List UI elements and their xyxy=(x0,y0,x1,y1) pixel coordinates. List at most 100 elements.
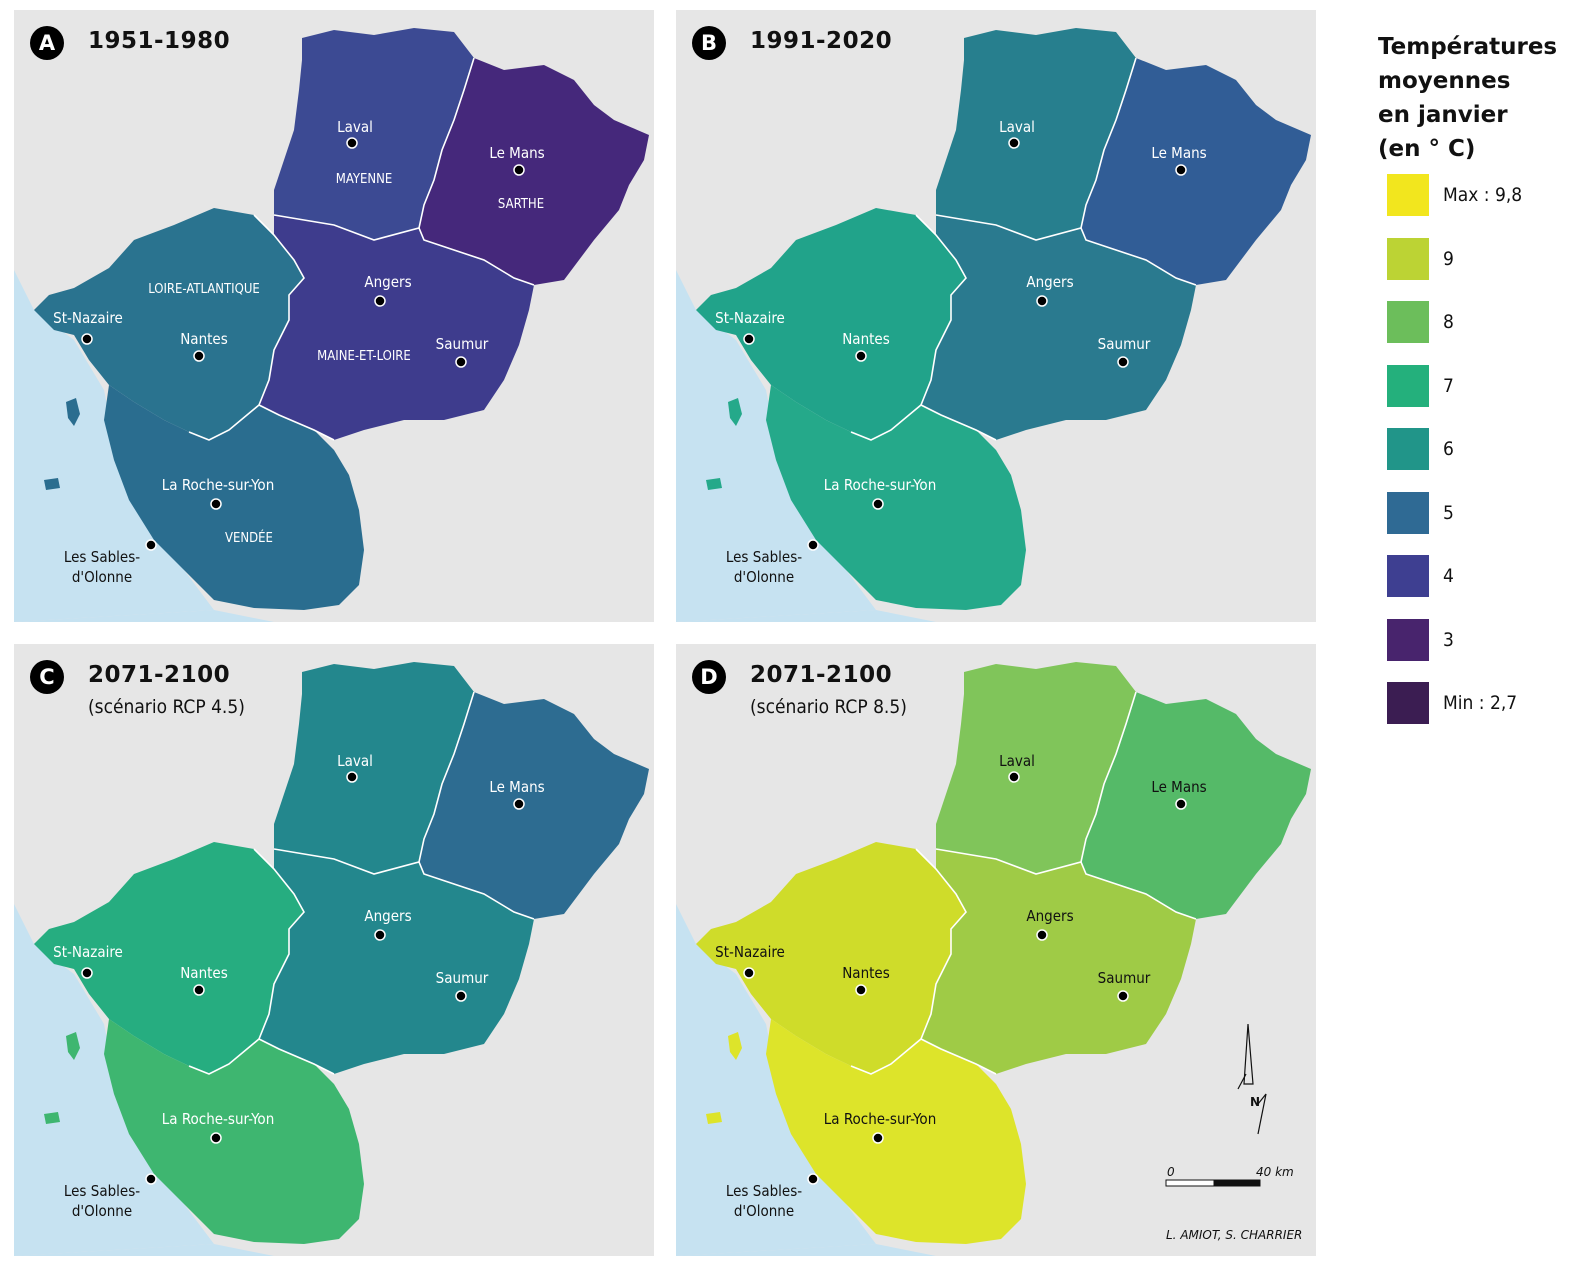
city-dot-les-sables-d-olonne xyxy=(807,1173,819,1185)
city-dot-la-roche-sur-yon xyxy=(210,498,222,510)
city-label: Le Mans xyxy=(489,144,544,162)
city-label: Les Sables- xyxy=(64,548,140,566)
city-dot-la-roche-sur-yon xyxy=(872,498,884,510)
city-dot-les-sables-d-olonne xyxy=(145,539,157,551)
city-dot-saumur xyxy=(1117,990,1129,1002)
dept-maine-et-loire xyxy=(259,215,534,440)
region-map: Laval Le Mans Angers Saumur St-Nazaire N… xyxy=(676,28,1311,622)
scale-start-label: 0 xyxy=(1167,1165,1175,1179)
city-label: Saumur xyxy=(1098,969,1151,987)
legend-swatch xyxy=(1387,682,1429,724)
cities: Laval Le Mans Angers Saumur St-Nazaire N… xyxy=(53,118,545,586)
dept-loire-atlantique xyxy=(696,842,966,1074)
panel-title: 2071-2100 xyxy=(88,662,231,688)
dept-loire-atlantique xyxy=(696,208,966,440)
dept-vendee xyxy=(104,385,364,610)
scale-bar: 0 40 km xyxy=(1165,1165,1294,1187)
dept-vendee xyxy=(766,1019,1026,1244)
dept-mayenne xyxy=(274,662,474,874)
island xyxy=(706,1112,722,1124)
dept-vendee xyxy=(766,385,1026,610)
panel-letter-badge: A xyxy=(30,26,64,60)
legend-title-line: Températures xyxy=(1378,34,1558,60)
city-dot-saumur xyxy=(455,356,467,368)
dept-loire-atlantique xyxy=(34,208,304,440)
city-dot-saumur xyxy=(1117,356,1129,368)
legend-title-line: (en ° C) xyxy=(1378,136,1476,162)
city-label: Les Sables- xyxy=(64,1182,140,1200)
city-label: d'Olonne xyxy=(72,568,132,586)
map-panel-a: LOIRE-ATLANTIQUE MAYENNE SARTHE MAINE-ET… xyxy=(14,10,654,622)
legend-swatch xyxy=(1387,364,1429,407)
city-dot-laval xyxy=(1008,137,1020,149)
panel-letter-badge: D xyxy=(692,660,726,694)
legend-title: Températures moyennes en janvier (en ° C… xyxy=(1378,30,1557,166)
legend-label: 4 xyxy=(1443,565,1454,587)
island xyxy=(66,1032,80,1060)
panel-letter-badge: C xyxy=(30,660,64,694)
region-map: Laval Le Mans Angers Saumur St-Nazaire N… xyxy=(14,662,649,1256)
dept-sarthe xyxy=(419,58,649,285)
city-dot-st-nazaire xyxy=(81,333,93,345)
dept-mayenne xyxy=(936,662,1136,874)
city-dot-les-sables-d-olonne xyxy=(807,539,819,551)
legend-swatch xyxy=(1387,237,1429,280)
panel-title: 1991-2020 xyxy=(750,28,893,54)
dept-label: VENDÉE xyxy=(225,530,273,546)
scale-end-label: 40 km xyxy=(1256,1165,1294,1179)
city-label: Laval xyxy=(999,118,1035,136)
dept-sarthe xyxy=(1081,692,1311,919)
city-label: Angers xyxy=(1026,273,1073,291)
legend-swatch xyxy=(1387,428,1429,470)
panel-subtitle: (scénario RCP 4.5) xyxy=(88,696,245,718)
city-label: Angers xyxy=(364,907,411,925)
sea xyxy=(676,610,936,622)
legend-label: 3 xyxy=(1443,628,1454,651)
city-label: Le Mans xyxy=(489,778,544,796)
legend-swatch xyxy=(1387,301,1429,343)
city-dot-la-roche-sur-yon xyxy=(210,1132,222,1144)
city-label: St-Nazaire xyxy=(53,943,123,961)
cities: Laval Le Mans Angers Saumur St-Nazaire N… xyxy=(715,118,1207,586)
dept-mayenne xyxy=(274,28,474,240)
legend-title-line: moyennes xyxy=(1378,68,1511,94)
region-map: Laval Le Mans Angers Saumur St-Nazaire N… xyxy=(676,662,1311,1256)
city-label: d'Olonne xyxy=(734,568,794,586)
legend-label: 5 xyxy=(1443,501,1454,524)
island xyxy=(728,1032,742,1060)
city-label: St-Nazaire xyxy=(53,309,123,327)
city-label: La Roche-sur-Yon xyxy=(162,476,275,494)
legend-label: Max : 9,8 xyxy=(1443,184,1523,206)
city-label: Saumur xyxy=(1098,335,1151,353)
dept-label: SARTHE xyxy=(498,197,544,212)
city-label: La Roche-sur-Yon xyxy=(824,1110,937,1128)
city-label: Laval xyxy=(337,752,373,770)
island xyxy=(44,478,60,490)
island xyxy=(44,1112,60,1124)
department-borders xyxy=(188,57,535,441)
city-dot-nantes xyxy=(193,350,205,362)
city-label: St-Nazaire xyxy=(715,309,785,327)
dept-maine-et-loire xyxy=(259,849,534,1074)
city-dot-angers xyxy=(1036,295,1048,307)
city-dot-st-nazaire xyxy=(743,967,755,979)
city-label: Nantes xyxy=(842,330,890,348)
city-label: Le Mans xyxy=(1151,778,1206,796)
dept-maine-et-loire xyxy=(921,215,1196,440)
map-panel-d: Laval Le Mans Angers Saumur St-Nazaire N… xyxy=(676,644,1316,1256)
dept-label: MAINE-ET-LOIRE xyxy=(317,349,411,364)
city-label: Nantes xyxy=(180,964,228,982)
dept-label: MAYENNE xyxy=(336,172,393,187)
legend-swatch xyxy=(1387,618,1429,661)
panel-title: 1951-1980 xyxy=(88,28,231,54)
city-dot-laval xyxy=(1008,771,1020,783)
sea xyxy=(14,1244,274,1256)
dept-mayenne xyxy=(936,28,1136,240)
city-label: La Roche-sur-Yon xyxy=(824,476,937,494)
dept-loire-atlantique xyxy=(34,842,304,1074)
dept-vendee xyxy=(104,1019,364,1244)
city-dot-st-nazaire xyxy=(743,333,755,345)
city-label: La Roche-sur-Yon xyxy=(162,1110,275,1128)
city-label: Nantes xyxy=(842,964,890,982)
panel-letter-badge: B xyxy=(692,26,726,60)
